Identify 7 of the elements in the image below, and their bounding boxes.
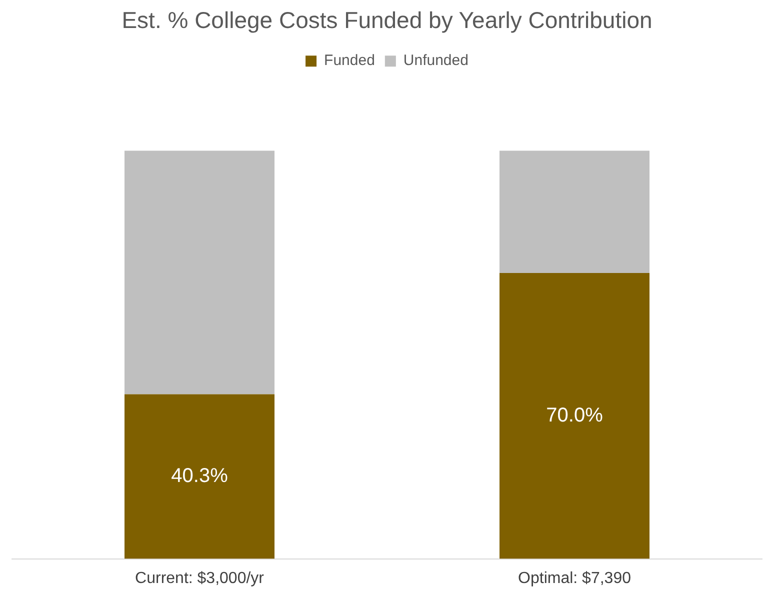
data-label: 70.0% — [546, 404, 604, 426]
legend-label: Unfunded — [403, 52, 468, 70]
x-tick-label: Current: $3,000/yr — [135, 570, 265, 587]
chart-title: Est. % College Costs Funded by Yearly Contribution — [122, 7, 652, 34]
x-tick-label: Optimal: $7,390 — [518, 570, 632, 587]
data-label: 40.3% — [171, 465, 228, 488]
legend-label: Funded — [324, 52, 375, 70]
